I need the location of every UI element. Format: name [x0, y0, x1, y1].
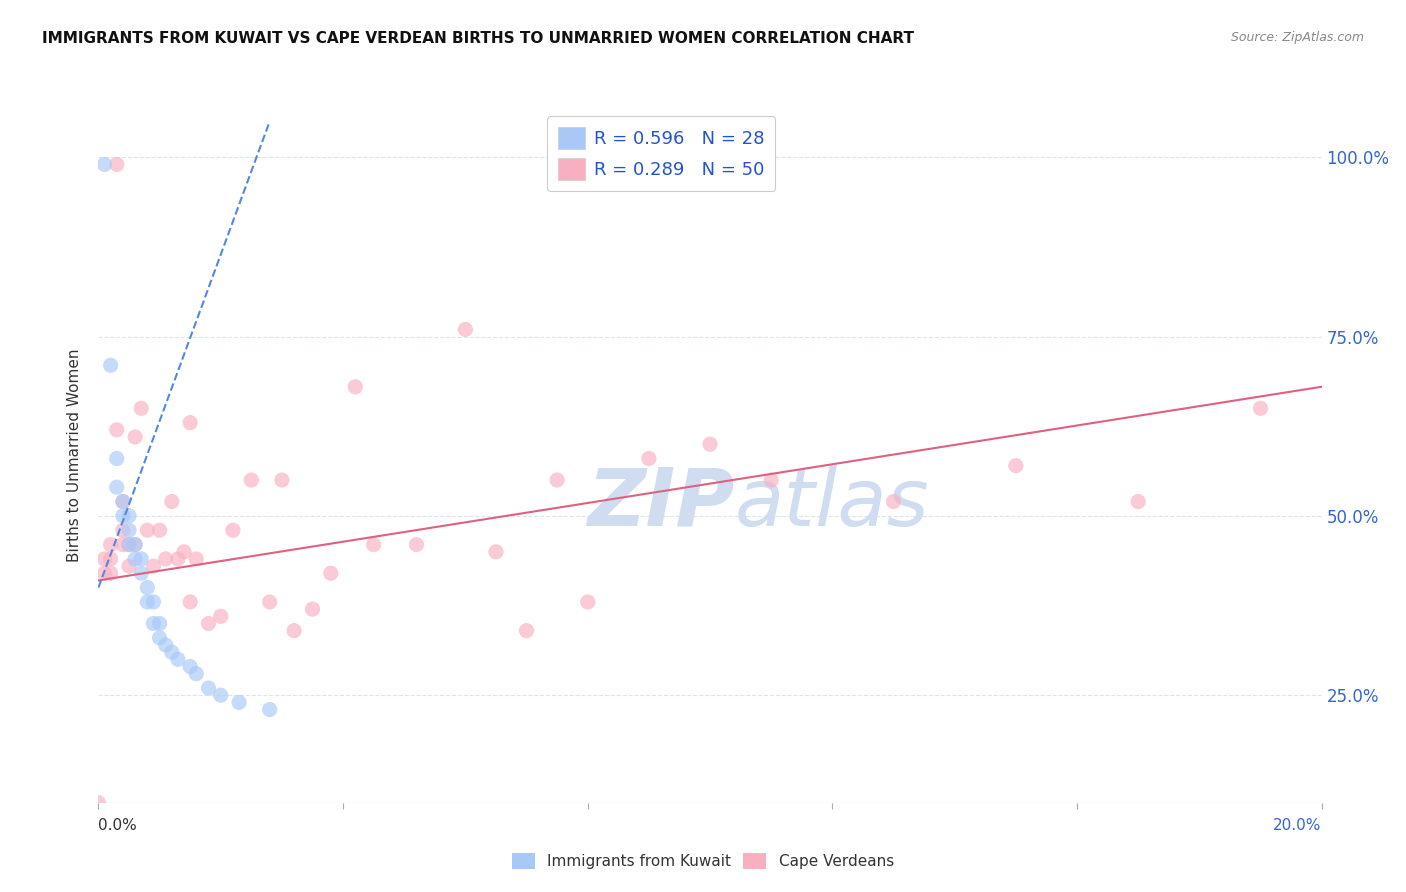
Point	[105, 480, 128, 494]
Point	[155, 638, 177, 652]
Text: atlas: atlas	[734, 465, 929, 542]
Point	[124, 538, 146, 552]
Point	[1128, 494, 1150, 508]
Point	[118, 538, 141, 552]
Point	[222, 523, 245, 537]
Y-axis label: Births to Unmarried Women: Births to Unmarried Women	[67, 348, 83, 562]
Point	[179, 416, 201, 430]
Point	[576, 595, 599, 609]
Point	[259, 702, 281, 716]
Legend: Immigrants from Kuwait, Cape Verdeans: Immigrants from Kuwait, Cape Verdeans	[506, 847, 900, 875]
Text: 20.0%: 20.0%	[1274, 818, 1322, 832]
Point	[699, 437, 721, 451]
Point	[136, 581, 159, 595]
Point	[160, 494, 183, 508]
Point	[100, 358, 122, 372]
Point	[105, 157, 128, 171]
Point	[105, 423, 128, 437]
Point	[155, 552, 177, 566]
Point	[124, 430, 146, 444]
Legend: R = 0.596   N = 28, R = 0.289   N = 50: R = 0.596 N = 28, R = 0.289 N = 50	[547, 116, 775, 191]
Point	[319, 566, 342, 581]
Point	[179, 659, 201, 673]
Point	[100, 538, 122, 552]
Point	[118, 559, 141, 574]
Point	[149, 616, 172, 631]
Point	[228, 695, 250, 709]
Point	[485, 545, 508, 559]
Point	[186, 552, 208, 566]
Point	[100, 552, 122, 566]
Text: IMMIGRANTS FROM KUWAIT VS CAPE VERDEAN BIRTHS TO UNMARRIED WOMEN CORRELATION CHA: IMMIGRANTS FROM KUWAIT VS CAPE VERDEAN B…	[42, 31, 914, 46]
Point	[363, 538, 385, 552]
Point	[118, 508, 141, 523]
Point	[173, 545, 195, 559]
Text: 0.0%: 0.0%	[98, 818, 138, 832]
Point	[111, 494, 134, 508]
Point	[111, 508, 134, 523]
Point	[93, 552, 115, 566]
Point	[111, 538, 134, 552]
Point	[129, 552, 152, 566]
Point	[344, 380, 367, 394]
Point	[167, 652, 190, 666]
Point	[759, 473, 782, 487]
Point	[301, 602, 323, 616]
Point	[240, 473, 263, 487]
Text: ZIP: ZIP	[588, 465, 734, 542]
Point	[118, 523, 141, 537]
Point	[149, 523, 172, 537]
Point	[179, 595, 201, 609]
Point	[149, 631, 172, 645]
Point	[160, 645, 183, 659]
Point	[87, 796, 110, 810]
Point	[142, 616, 165, 631]
Point	[105, 451, 128, 466]
Point	[883, 494, 905, 508]
Point	[100, 566, 122, 581]
Point	[259, 595, 281, 609]
Point	[136, 523, 159, 537]
Point	[167, 552, 190, 566]
Point	[197, 616, 219, 631]
Point	[637, 451, 661, 466]
Point	[270, 473, 292, 487]
Point	[142, 595, 165, 609]
Point	[124, 538, 146, 552]
Point	[516, 624, 538, 638]
Point	[129, 566, 152, 581]
Point	[142, 559, 165, 574]
Point	[93, 157, 115, 171]
Point	[1249, 401, 1271, 416]
Point	[197, 681, 219, 695]
Point	[118, 538, 141, 552]
Point	[1004, 458, 1026, 473]
Point	[209, 688, 232, 702]
Point	[129, 401, 152, 416]
Point	[93, 566, 115, 581]
Point	[136, 595, 159, 609]
Point	[111, 523, 134, 537]
Text: Source: ZipAtlas.com: Source: ZipAtlas.com	[1230, 31, 1364, 45]
Point	[405, 538, 427, 552]
Point	[209, 609, 232, 624]
Point	[546, 473, 568, 487]
Point	[283, 624, 305, 638]
Point	[186, 666, 208, 681]
Point	[454, 322, 477, 336]
Point	[111, 494, 134, 508]
Point	[124, 552, 146, 566]
